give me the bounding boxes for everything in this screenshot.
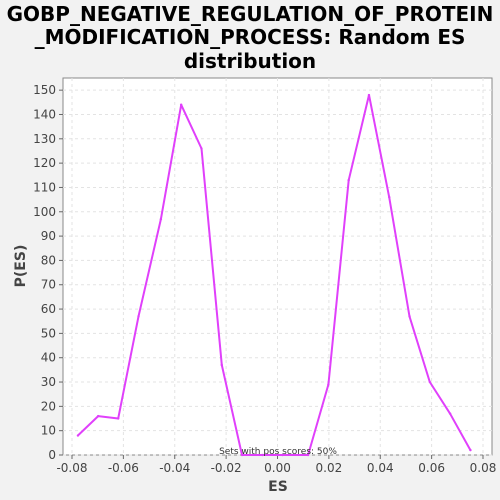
y-tick-label: 120 — [33, 156, 56, 170]
x-tick-label: -0.04 — [159, 461, 190, 475]
y-tick-label: 110 — [33, 180, 56, 194]
data-point — [77, 434, 79, 436]
x-tick-label: 0.08 — [470, 461, 497, 475]
data-point — [97, 415, 99, 417]
data-point — [408, 315, 410, 317]
data-point — [347, 179, 349, 181]
y-tick-label: 10 — [41, 424, 56, 438]
y-tick-label: 100 — [33, 205, 56, 219]
data-point — [180, 104, 182, 106]
y-tick-label: 50 — [41, 326, 56, 340]
y-tick-label: 140 — [33, 107, 56, 121]
data-point — [368, 94, 370, 96]
x-tick-label: 0.04 — [367, 461, 394, 475]
chart-title-line-1: GOBP_NEGATIVE_REGULATION_OF_PROTEIN — [7, 2, 494, 26]
x-axis-label: ES — [268, 479, 288, 495]
data-point — [137, 315, 139, 317]
y-tick-label: 90 — [41, 229, 56, 243]
chart-title-line-2: _MODIFICATION_PROCESS: Random ES — [35, 25, 466, 49]
y-axis-label: P(ES) — [13, 245, 29, 288]
y-tick-label: 30 — [41, 375, 56, 389]
y-tick-label: 130 — [33, 132, 56, 146]
x-tick-label: 0.00 — [264, 461, 291, 475]
data-point — [469, 449, 471, 451]
y-tick-label: 40 — [41, 351, 56, 365]
y-tick-label: 70 — [41, 278, 56, 292]
data-point — [429, 381, 431, 383]
data-point — [388, 196, 390, 198]
x-tick-label: -0.02 — [211, 461, 242, 475]
y-tick-label: 80 — [41, 253, 56, 267]
x-tick-label: 0.06 — [418, 461, 445, 475]
data-point — [117, 417, 119, 419]
y-tick-label: 150 — [33, 83, 56, 97]
data-point — [449, 412, 451, 414]
chart-title: GOBP_NEGATIVE_REGULATION_OF_PROTEIN _MOD… — [7, 2, 494, 73]
x-tick-label: 0.02 — [316, 461, 343, 475]
data-point — [327, 383, 329, 385]
x-tick-label: -0.06 — [108, 461, 139, 475]
chart-title-line-3: distribution — [184, 49, 316, 73]
y-tick-label: 0 — [48, 448, 56, 462]
data-point — [160, 218, 162, 220]
data-point — [221, 364, 223, 366]
y-tick-label: 20 — [41, 399, 56, 413]
annotation-text: Sets with pos scores: 50% — [219, 447, 337, 457]
x-tick-label: -0.08 — [56, 461, 87, 475]
data-point — [200, 147, 202, 149]
y-tick-label: 60 — [41, 302, 56, 316]
